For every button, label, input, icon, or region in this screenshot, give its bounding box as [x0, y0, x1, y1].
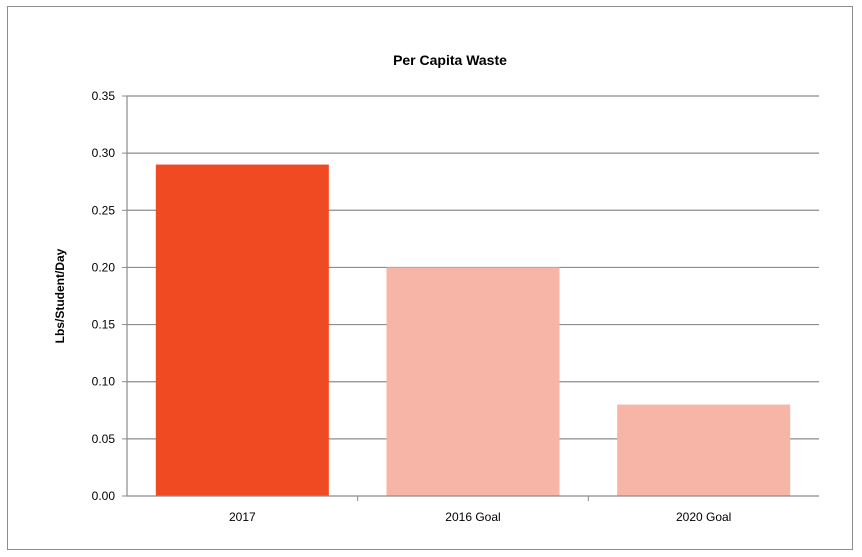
y-tick-label: 0.05 [92, 432, 116, 446]
bars [155, 164, 791, 497]
y-tick-label: 0.20 [92, 260, 116, 274]
y-tick-label: 0.25 [92, 203, 116, 217]
x-tick-label: 2017 [229, 510, 256, 524]
x-tick-label: 2020 Goal [676, 510, 731, 524]
bar-2016-goal [386, 267, 560, 496]
chart-title: Per Capita Waste [393, 52, 507, 68]
y-tick-label: 0.00 [92, 489, 116, 503]
bar-2020-goal [617, 404, 791, 496]
x-tick-label: 2016 Goal [445, 510, 500, 524]
axes [126, 96, 819, 497]
bar-2017 [155, 164, 329, 497]
y-tick-labels: 0.00 0.05 0.10 0.15 0.20 0.25 0.30 0.35 [92, 89, 116, 503]
y-tick-label: 0.35 [92, 89, 116, 103]
y-axis-label: Lbs/Student/Day [53, 248, 67, 343]
y-tick-label: 0.15 [92, 318, 116, 332]
x-tick-labels: 2017 2016 Goal 2020 Goal [229, 510, 731, 524]
y-tick-label: 0.30 [92, 146, 116, 160]
y-tick-label: 0.10 [92, 375, 116, 389]
